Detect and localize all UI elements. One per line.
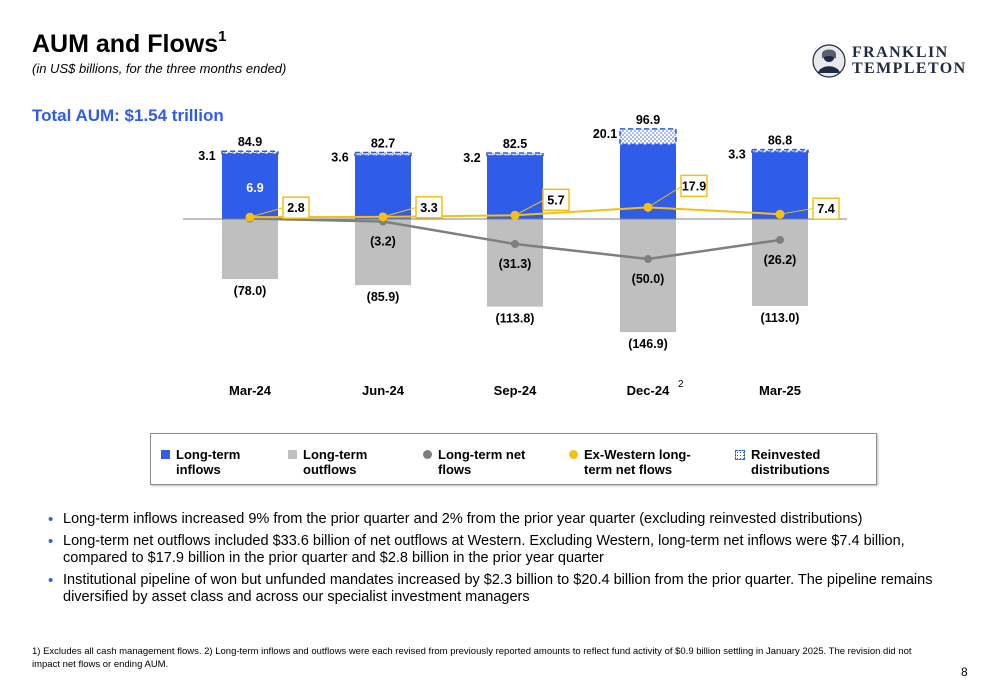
data-label-reinvested: 20.1 <box>593 127 617 141</box>
callout-leader-ex-western <box>382 206 419 218</box>
legend-marker-ex-western <box>569 450 578 459</box>
data-label-inflows: 82.7 <box>371 137 395 151</box>
data-label-outflows: (113.8) <box>496 312 535 326</box>
callout-box-ex-western <box>542 188 570 212</box>
bar-inflows <box>355 155 411 219</box>
legend-swatch-outflows <box>288 450 297 459</box>
data-label-outflows: (78.0) <box>234 284 267 298</box>
franklin-portrait-icon <box>812 44 846 78</box>
aum-flows-chart: 2.8 3.3 5.7 17.9 7.4 84.9 3.1 82.7 3.6 82.5 3.2 96.… <box>183 113 847 398</box>
data-label-net-flows: 6.9 <box>246 181 263 195</box>
callout-box-ex-western <box>282 196 310 219</box>
data-label-ex-western: 3.3 <box>420 201 437 215</box>
bullet-net-outflows: Long-term net outflows included $33.6 bi… <box>48 533 968 568</box>
bar-inflows <box>222 153 278 219</box>
callout-box-ex-western <box>680 174 708 198</box>
total-aum: Total AUM: $1.54 trillion <box>32 106 224 125</box>
data-label-reinvested: 3.2 <box>463 151 480 165</box>
x-tick-footnote-marker: 2 <box>678 379 684 390</box>
data-label-net-flows: (26.2) <box>764 253 797 267</box>
data-label-outflows: (146.9) <box>628 337 668 351</box>
data-label-reinvested: 3.6 <box>331 151 348 165</box>
data-label-reinvested: 3.1 <box>198 149 215 163</box>
data-label-ex-western: 17.9 <box>682 179 706 193</box>
page-number: 8 <box>961 665 968 679</box>
point-net-flows <box>776 235 784 244</box>
bar-reinvested <box>751 148 809 153</box>
callout-leader-ex-western <box>249 206 286 218</box>
data-label-inflows: 86.8 <box>768 134 792 148</box>
logo-wordmark: FRANKLIN TEMPLETON <box>852 44 967 77</box>
footnote: 1) Excludes all cash management flows. 2… <box>32 646 912 670</box>
x-tick-label: Mar-25 <box>759 383 801 398</box>
page-title: AUM and Flows1 <box>32 27 227 58</box>
bar-reinvested <box>619 128 677 146</box>
data-label-outflows: (85.9) <box>367 290 400 304</box>
legend-item-ex-western: Ex-Western long-term net flows <box>569 447 691 477</box>
bar-outflows <box>752 219 808 307</box>
bar-outflows <box>355 219 411 286</box>
bullet-pipeline: Institutional pipeline of won but unfund… <box>48 572 968 607</box>
callout-leader-ex-western <box>514 198 546 216</box>
point-net-flows <box>511 240 519 249</box>
x-tick-label: Dec-24 <box>627 383 670 398</box>
legend-item-outflows: Long-term outflows <box>288 447 367 477</box>
bar-inflows <box>752 152 808 219</box>
legend-item-inflows: Long-term inflows <box>161 447 240 477</box>
bar-reinvested <box>486 152 544 157</box>
x-tick-label: Jun-24 <box>362 383 405 398</box>
data-label-net-flows: (3.2) <box>370 235 396 249</box>
bar-reinvested <box>354 151 412 157</box>
data-label-ex-western: 5.7 <box>547 193 564 207</box>
data-label-inflows: 96.9 <box>636 113 660 127</box>
x-tick-label: Mar-24 <box>229 383 272 398</box>
data-label-net-flows: (50.0) <box>632 272 665 286</box>
page-subtitle: (in US$ billions, for the three months e… <box>32 61 287 76</box>
callout-box-ex-western <box>812 197 840 220</box>
title-footnote-marker: 1 <box>218 27 227 45</box>
callout-leader-ex-western <box>779 207 816 215</box>
data-label-net-flows: (31.3) <box>499 257 532 271</box>
legend-swatch-reinvested <box>735 450 745 460</box>
data-label-inflows: 84.9 <box>238 135 262 149</box>
point-net-flows <box>644 255 652 263</box>
commentary-bullets: Long-term inflows increased 9% from the … <box>48 511 968 611</box>
chart-legend: Long-term inflows Long-term outflows Long-… <box>150 433 877 485</box>
data-label-ex-western: 7.4 <box>817 202 834 216</box>
bar-outflows <box>222 219 278 280</box>
data-label-inflows: 82.5 <box>503 137 527 151</box>
callout-box-ex-western <box>415 196 443 219</box>
callout-leader-ex-western <box>647 184 684 208</box>
data-label-ex-western: 2.8 <box>287 201 304 215</box>
bar-inflows <box>487 155 543 219</box>
bar-reinvested <box>221 150 279 155</box>
legend-item-net-flows: Long-term net flows <box>423 447 525 477</box>
data-label-outflows: (113.0) <box>761 311 800 325</box>
bar-outflows <box>620 219 676 333</box>
bullet-inflows: Long-term inflows increased 9% from the … <box>48 511 968 529</box>
x-tick-label: Sep-24 <box>494 383 537 398</box>
franklin-templeton-logo: FRANKLIN TEMPLETON <box>812 43 972 79</box>
data-label-reinvested: 3.3 <box>728 148 745 162</box>
legend-marker-net-flows <box>423 450 432 459</box>
legend-swatch-inflows <box>161 450 170 459</box>
bar-outflows <box>487 219 543 307</box>
legend-item-reinvested: Reinvested distributions <box>735 447 830 477</box>
